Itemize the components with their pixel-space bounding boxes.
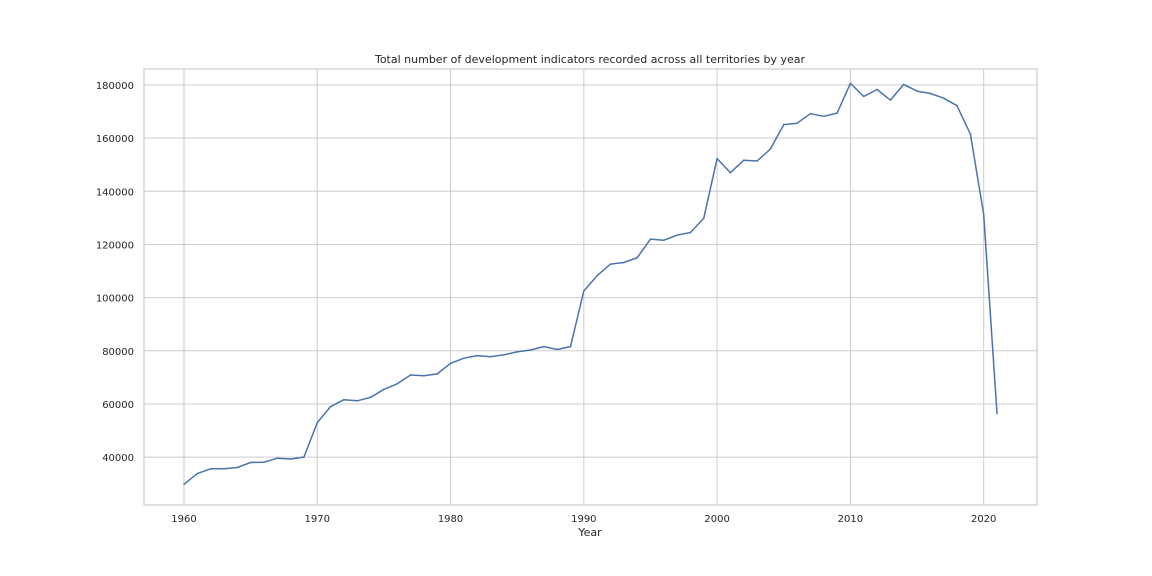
data-point [209, 468, 212, 470]
data-point [569, 345, 572, 348]
data-point [742, 159, 745, 161]
x-tick-label: 2020 [971, 514, 996, 525]
data-point [516, 351, 518, 353]
data-point [716, 157, 718, 160]
data-point [956, 104, 958, 107]
data-point [836, 112, 838, 114]
data-point [902, 83, 905, 86]
data-point [636, 256, 638, 259]
chart-title: Total number of development indicators r… [374, 53, 806, 66]
data-point [849, 82, 852, 85]
data-point [356, 399, 359, 402]
x-tick-label: 1960 [171, 514, 196, 525]
data-point [756, 160, 758, 162]
data-point [862, 95, 865, 98]
data-point [316, 421, 319, 424]
data-point [663, 239, 665, 242]
data-point [809, 112, 812, 115]
data-point [303, 456, 305, 458]
y-axis-ticks: 40000 60000 80000 100000 120000 140000 160000 1… [96, 81, 134, 464]
y-tick-label: 180000 [96, 81, 134, 92]
data-point [196, 472, 199, 475]
data-point [689, 231, 692, 234]
series-group [183, 82, 998, 486]
data-point [183, 483, 185, 486]
y-tick-label: 40000 [102, 453, 134, 464]
data-point [289, 458, 292, 460]
data-point [236, 466, 239, 469]
data-point [623, 261, 625, 264]
y-tick-label: 160000 [96, 134, 134, 145]
y-tick-label: 120000 [96, 240, 134, 251]
data-point [889, 99, 892, 101]
y-tick-label: 140000 [96, 187, 134, 198]
x-axis-label: Year [577, 526, 602, 539]
data-point [996, 412, 998, 415]
y-tick-label: 60000 [102, 400, 134, 411]
data-point [583, 290, 585, 292]
data-point [383, 388, 385, 391]
x-axis-ticks: 1960 1970 1980 1990 2000 2010 2020 [171, 514, 996, 525]
data-point [436, 373, 439, 375]
data-point [369, 396, 372, 399]
data-point [702, 217, 705, 219]
data-point [676, 234, 678, 236]
x-tick-label: 1980 [438, 514, 463, 525]
data-point [249, 461, 252, 464]
x-tick-label: 1970 [305, 514, 330, 525]
data-point [929, 92, 932, 95]
x-tick-label: 2000 [704, 514, 729, 525]
data-point [329, 405, 332, 408]
data-point [556, 348, 558, 351]
y-tick-label: 80000 [102, 347, 134, 358]
data-point [276, 457, 279, 460]
data-point [769, 148, 772, 150]
data-point [489, 355, 492, 358]
data-point [396, 382, 399, 385]
data-point [782, 123, 785, 126]
data-point [529, 349, 532, 351]
data-point [596, 274, 598, 277]
data-point [916, 90, 918, 92]
data-point [423, 374, 425, 377]
data-point [942, 97, 945, 100]
series-line [183, 82, 998, 485]
data-point [609, 263, 612, 265]
grid-lines [144, 69, 1037, 505]
data-point [503, 353, 505, 356]
data-point [876, 88, 878, 91]
data-point [409, 374, 412, 376]
data-point [463, 357, 465, 360]
data-point [822, 115, 825, 118]
data-point [223, 468, 225, 470]
data-point [476, 354, 479, 357]
plot-frame [143, 68, 1038, 506]
data-point [729, 171, 732, 174]
x-tick-label: 1990 [571, 514, 596, 525]
data-point [982, 213, 985, 216]
x-tick-label: 2010 [838, 514, 863, 525]
data-point [543, 345, 545, 348]
data-point [263, 461, 265, 463]
data-point [343, 398, 345, 401]
y-tick-label: 100000 [96, 294, 134, 305]
data-point [969, 133, 972, 135]
data-point [649, 238, 652, 240]
data-point [449, 362, 452, 365]
data-point [796, 122, 798, 125]
